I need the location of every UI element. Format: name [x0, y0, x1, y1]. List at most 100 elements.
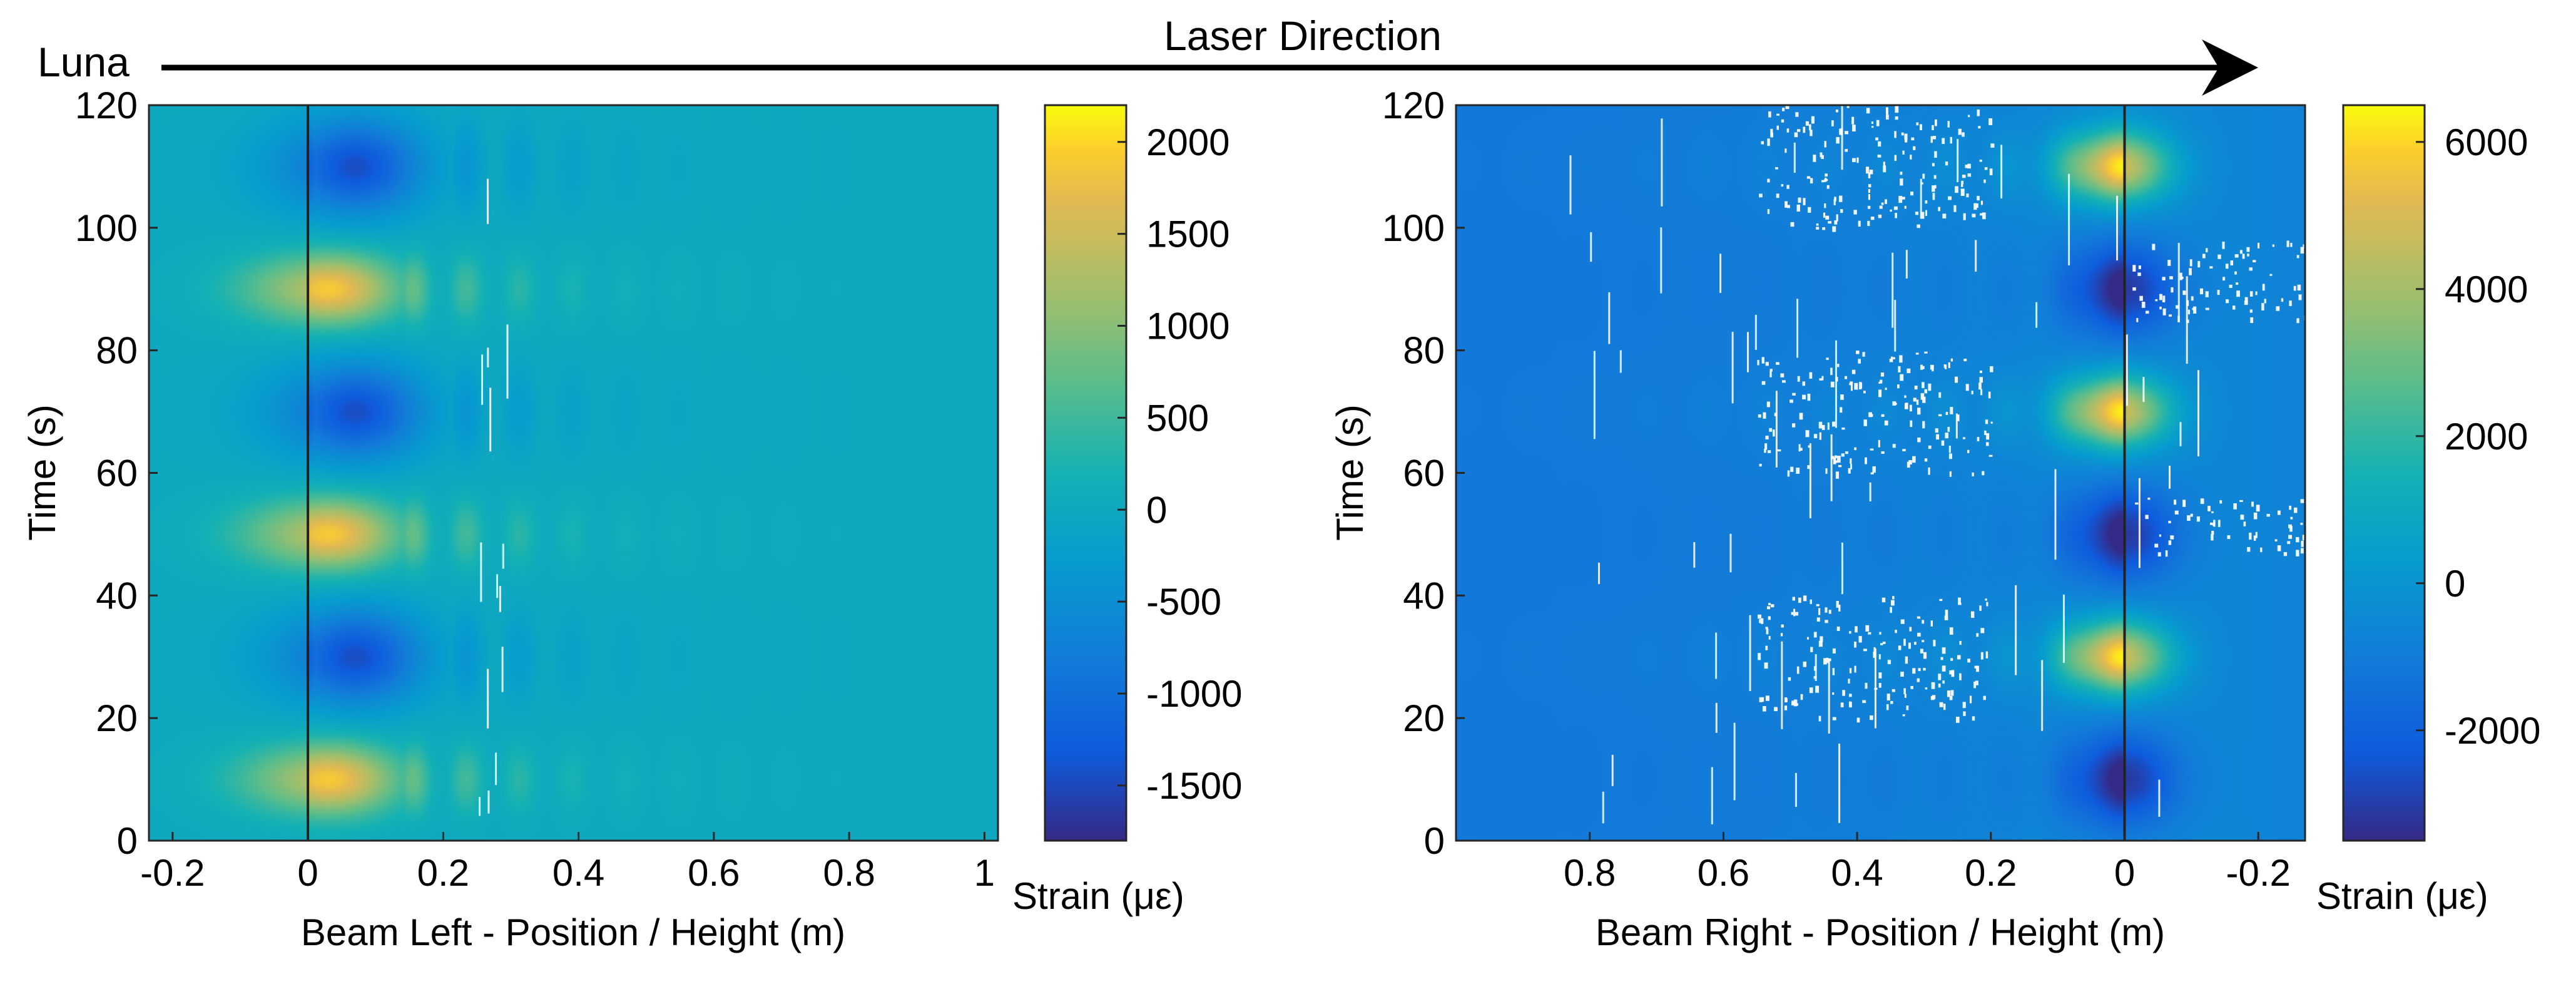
beam-right-dropout-speck [2205, 307, 2209, 310]
beam-right-dropout-speck [1962, 132, 1965, 137]
beam-right-dropout-speck [1905, 139, 1908, 143]
beam-right-x-tick-label: 0.8 [1564, 852, 1616, 894]
beam-right-dropout-speck [1827, 658, 1831, 662]
beam-right-dropout-speck [1958, 597, 1961, 604]
beam-right-dropout-speck [1832, 421, 1836, 427]
beam-right-dropout-speck [2154, 543, 2159, 548]
beam-right-dropout-speck [1871, 414, 1873, 418]
beam-right-dropout-speck [1765, 362, 1769, 366]
beam-right-dropout-speck [1836, 214, 1838, 222]
beam-right-dropout-streak [1781, 641, 1783, 729]
beam-right-dropout-speck [1984, 167, 1988, 170]
beam-right-dropout-speck [2186, 319, 2189, 323]
beam-right-dropout-speck [1882, 642, 1886, 644]
beam-right-dropout-speck [2300, 247, 2304, 254]
beam-left-dropout-streak [506, 324, 509, 399]
beam-right-dropout-speck [1786, 128, 1789, 133]
beam-right-dropout-speck [1768, 603, 1771, 605]
beam-right-dropout-speck [1914, 386, 1918, 390]
beam-right-dropout-speck [1910, 420, 1913, 428]
beam-right-dropout-speck [1973, 681, 1977, 689]
beam-right-dropout-speck [2242, 254, 2245, 259]
beam-right-dropout-speck [1818, 640, 1823, 647]
beam-right-dropout-speck [1796, 666, 1800, 674]
beam-right-dropout-speck [1796, 468, 1800, 474]
beam-right-dropout-speck [1878, 654, 1881, 660]
beam-right-dropout-speck [1945, 161, 1948, 166]
beam-right-dropout-speck [1879, 205, 1883, 209]
beam-right-dropout-speck [2174, 510, 2179, 515]
beam-right-dropout-speck [1974, 665, 1978, 669]
beam-right-dropout-speck [1942, 647, 1946, 654]
beam-right-dropout-speck [1984, 430, 1987, 436]
beam-right-dropout-speck [2209, 522, 2213, 525]
beam-right-dropout-speck [1791, 700, 1795, 705]
beam-right-dropout-speck [1793, 699, 1798, 707]
beam-right-dropout-speck [1904, 133, 1908, 140]
beam-right-dropout-speck [1935, 428, 1938, 433]
beam-right-dropout-speck [1945, 610, 1948, 616]
beam-right-dropout-speck [1854, 382, 1858, 390]
beam-right-x-tick-label: 0.6 [1698, 852, 1749, 894]
beam-right-dropout-speck [1828, 610, 1831, 614]
beam-right-dropout-speck [2132, 265, 2136, 272]
beam-right-dropout-speck [1894, 131, 1896, 138]
beam-right-dropout-speck [1886, 694, 1890, 701]
beam-right-dropout-speck [1842, 690, 1845, 696]
beam-right-dropout-speck [1901, 132, 1904, 136]
beam-right-dropout-speck [1820, 152, 1823, 158]
beam-right-dropout-speck [2300, 499, 2304, 503]
beam-right-dropout-speck [2139, 295, 2143, 301]
beam-right-dropout-streak [1957, 139, 1959, 183]
beam-right-dropout-speck [1828, 221, 1832, 224]
beam-right-dropout-speck [1938, 684, 1941, 688]
beam-right-dropout-speck [1945, 412, 1948, 416]
beam-right-dropout-speck [2191, 296, 2194, 301]
beam-right-dropout-speck [1879, 632, 1881, 635]
beam-right-dropout-speck [1813, 155, 1816, 162]
beam-right-dropout-speck [1924, 389, 1928, 394]
beam-right-dropout-speck [1917, 678, 1920, 682]
beam-right-dropout-speck [1818, 421, 1823, 429]
beam-right-dropout-speck [1988, 118, 1993, 125]
beam-right-dropout-speck [2219, 500, 2222, 504]
beam-right-dropout-speck [1949, 627, 1953, 635]
beam-right-dropout-speck [2138, 265, 2141, 269]
beam-right-dropout-speck [1957, 414, 1960, 421]
beam-right-dropout-speck [1798, 197, 1801, 203]
beam-left-dropout-streak [480, 542, 482, 602]
beam-right-dropout-speck [1930, 136, 1933, 143]
beam-right-dropout-speck [1836, 601, 1839, 608]
beam-right-dropout-speck [1928, 467, 1930, 475]
beam-right-dropout-speck [1892, 444, 1896, 448]
beam-right-dropout-speck [2255, 531, 2258, 538]
beam-left-colorbar-tick-label: 2000 [1146, 121, 1229, 163]
beam-right-dropout-speck [2157, 552, 2161, 556]
beam-right-dropout-speck [1942, 138, 1945, 145]
beam-right-dropout-speck [1776, 362, 1779, 365]
beam-right-dropout-speck [1893, 206, 1898, 210]
beam-right-dropout-speck [1759, 697, 1763, 702]
beam-right-dropout-speck [1825, 657, 1829, 664]
beam-right-dropout-speck [2222, 242, 2225, 249]
beam-right-dropout-speck [1986, 442, 1989, 446]
beam-right-dropout-speck [2189, 268, 2192, 275]
beam-right-dropout-speck [1955, 376, 1958, 383]
beam-right-dropout-speck [2288, 535, 2293, 539]
beam-right-dropout-speck [1933, 640, 1936, 647]
beam-right-dropout-speck [2246, 247, 2250, 252]
beam-right-dropout-streak [1796, 299, 1799, 358]
beam-right-dropout-speck [2152, 243, 2156, 250]
beam-right-dropout-speck [1904, 205, 1907, 209]
beam-right-dropout-speck [1836, 627, 1840, 632]
beam-right-y-tick-label: 120 [1382, 85, 1445, 126]
beam-right-dropout-speck [1767, 209, 1770, 214]
beam-right-dropout-speck [1972, 716, 1975, 721]
beam-right-dropout-streak [1598, 562, 1601, 585]
beam-right-dropout-speck [1807, 465, 1810, 469]
beam-right-dropout-speck [2200, 498, 2204, 505]
beam-right-dropout-speck [1976, 203, 1978, 208]
beam-right-dropout-speck [1810, 178, 1813, 184]
beam-right-dropout-speck [1800, 694, 1803, 700]
beam-right-dropout-speck [2266, 514, 2270, 517]
